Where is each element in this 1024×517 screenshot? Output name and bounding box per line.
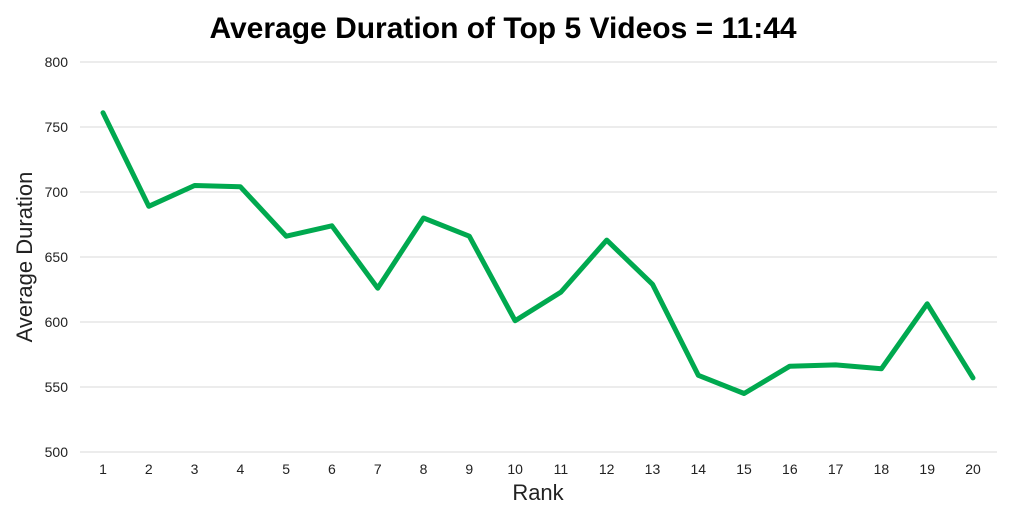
- y-tick-label-500: 500: [45, 444, 69, 460]
- data-point-rank-18: [879, 366, 884, 371]
- data-point-rank-13: [650, 282, 655, 287]
- data-point-rank-3: [192, 183, 197, 188]
- data-point-rank-20: [971, 375, 976, 380]
- x-tick-label-9: 9: [465, 461, 473, 477]
- data-point-rank-2: [146, 204, 151, 209]
- y-tick-label-700: 700: [45, 184, 69, 200]
- data-point-rank-19: [925, 301, 930, 306]
- y-tick-label-800: 800: [45, 54, 69, 70]
- data-point-rank-4: [238, 184, 243, 189]
- x-tick-label-20: 20: [965, 461, 981, 477]
- data-point-rank-14: [696, 373, 701, 378]
- series-line-0: [100, 110, 976, 396]
- x-tick-label-1: 1: [99, 461, 107, 477]
- chart-title: Average Duration of Top 5 Videos = 11:44: [209, 12, 796, 45]
- x-tick-label-12: 12: [599, 461, 615, 477]
- y-axis-ticks: 500 550 600 650 700 750 800: [45, 54, 69, 460]
- data-point-rank-8: [421, 216, 426, 221]
- data-point-rank-9: [467, 234, 472, 239]
- x-axis-ticks: 1 2 3 4 5 6 7 8 9 10 11 12 13 14 15 16 17 18 19 20: [99, 461, 981, 477]
- x-tick-label-5: 5: [282, 461, 290, 477]
- x-tick-label-2: 2: [145, 461, 153, 477]
- gridlines: [80, 61, 997, 453]
- x-tick-label-4: 4: [236, 461, 244, 477]
- x-tick-label-3: 3: [191, 461, 199, 477]
- series-layer: [100, 110, 976, 396]
- x-tick-label-13: 13: [645, 461, 661, 477]
- x-tick-label-18: 18: [874, 461, 890, 477]
- data-point-rank-1: [101, 110, 106, 115]
- x-tick-label-11: 11: [554, 461, 569, 477]
- x-tick-label-6: 6: [328, 461, 336, 477]
- y-tick-label-750: 750: [45, 119, 69, 135]
- x-tick-label-16: 16: [782, 461, 798, 477]
- data-point-rank-11: [558, 290, 563, 295]
- x-tick-label-7: 7: [374, 461, 382, 477]
- x-tick-label-8: 8: [420, 461, 428, 477]
- x-tick-label-10: 10: [507, 461, 523, 477]
- data-point-rank-17: [833, 362, 838, 367]
- data-point-rank-6: [329, 223, 334, 228]
- data-point-rank-15: [742, 391, 747, 396]
- y-tick-label-550: 550: [45, 379, 69, 395]
- data-point-rank-16: [787, 364, 792, 369]
- y-axis-label: Average Duration: [12, 172, 37, 343]
- data-point-rank-12: [604, 238, 609, 243]
- y-tick-label-650: 650: [45, 249, 69, 265]
- data-point-rank-7: [375, 286, 380, 291]
- x-tick-label-15: 15: [736, 461, 752, 477]
- x-tick-label-19: 19: [919, 461, 935, 477]
- x-tick-label-17: 17: [828, 461, 844, 477]
- y-tick-label-600: 600: [45, 314, 69, 330]
- data-point-rank-10: [513, 318, 518, 323]
- data-point-rank-5: [284, 234, 289, 239]
- x-axis-label: Rank: [512, 480, 564, 505]
- x-tick-label-14: 14: [690, 461, 706, 477]
